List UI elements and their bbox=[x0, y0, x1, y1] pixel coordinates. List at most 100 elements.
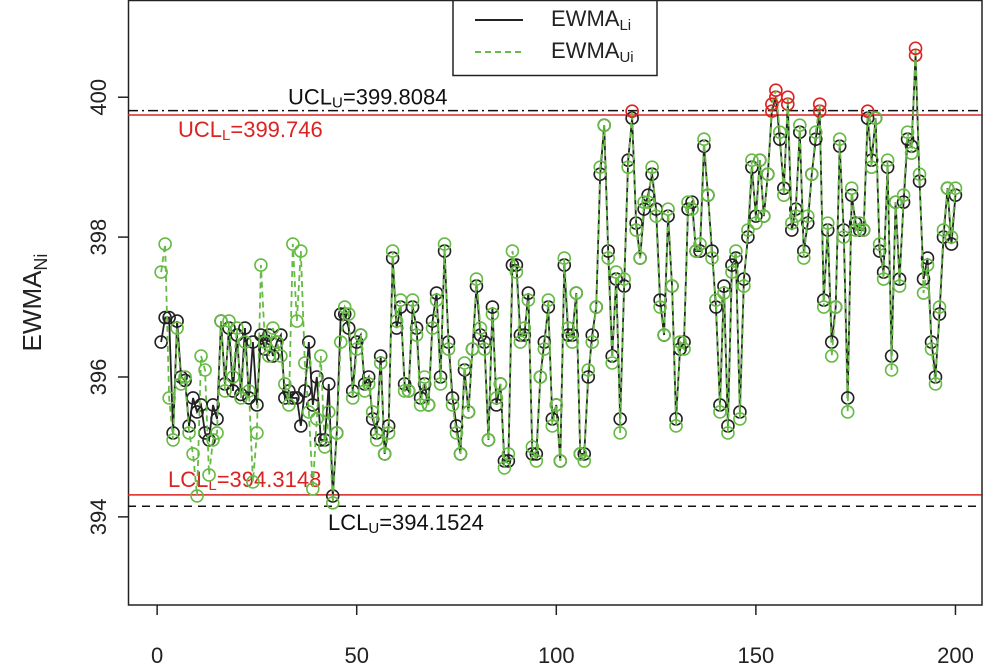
point bbox=[417, 370, 432, 384]
point bbox=[242, 384, 256, 398]
point bbox=[717, 279, 731, 293]
point bbox=[892, 279, 907, 293]
point bbox=[505, 244, 520, 258]
point bbox=[781, 90, 795, 105]
point bbox=[218, 384, 232, 398]
point bbox=[585, 328, 600, 342]
control-sub: U bbox=[332, 95, 343, 112]
point bbox=[250, 398, 264, 412]
point bbox=[916, 286, 931, 300]
point bbox=[649, 209, 663, 223]
legend-sub: Ui bbox=[619, 49, 633, 66]
point bbox=[840, 405, 855, 419]
point bbox=[381, 426, 396, 440]
y-label-main: EWMA bbox=[17, 270, 47, 352]
point bbox=[453, 447, 468, 461]
point bbox=[449, 426, 464, 440]
point bbox=[461, 405, 476, 419]
point bbox=[178, 373, 192, 388]
legend-label: EWMAUi bbox=[551, 38, 634, 66]
point bbox=[373, 356, 388, 370]
point bbox=[637, 195, 651, 209]
point bbox=[202, 433, 216, 447]
point bbox=[170, 314, 184, 328]
point bbox=[525, 440, 540, 454]
point bbox=[162, 310, 176, 325]
point bbox=[725, 258, 739, 272]
point bbox=[306, 398, 320, 412]
point bbox=[665, 279, 679, 293]
point bbox=[517, 328, 532, 342]
point bbox=[581, 370, 596, 384]
point bbox=[948, 181, 963, 195]
point bbox=[944, 237, 959, 251]
point bbox=[441, 342, 456, 356]
point bbox=[413, 398, 428, 412]
point bbox=[685, 195, 699, 209]
point bbox=[298, 356, 312, 370]
control-label: LCLL=394.3148 bbox=[168, 467, 321, 494]
point bbox=[757, 209, 771, 223]
point bbox=[669, 419, 683, 433]
point bbox=[832, 132, 847, 146]
point bbox=[565, 335, 580, 349]
point bbox=[405, 293, 420, 307]
point bbox=[617, 272, 631, 286]
point bbox=[673, 335, 687, 349]
point bbox=[238, 335, 252, 349]
point bbox=[266, 349, 280, 363]
point bbox=[860, 104, 875, 119]
point bbox=[353, 328, 368, 342]
point bbox=[773, 125, 787, 139]
point bbox=[282, 398, 296, 412]
control-label: UCLU=399.8084 bbox=[288, 84, 447, 111]
y-label-sub: Ni bbox=[31, 254, 51, 271]
point bbox=[501, 454, 516, 468]
point bbox=[812, 97, 827, 112]
point bbox=[226, 370, 240, 384]
y-tick-label: 400 bbox=[86, 79, 111, 116]
point bbox=[457, 356, 472, 370]
point bbox=[884, 363, 899, 377]
point bbox=[250, 426, 264, 440]
point bbox=[537, 342, 552, 356]
point bbox=[290, 391, 304, 405]
point bbox=[333, 335, 348, 349]
legend-name: EWMA bbox=[551, 38, 620, 63]
point bbox=[198, 363, 212, 377]
point bbox=[286, 237, 300, 251]
point bbox=[521, 293, 536, 307]
control-label: LCLU=394.1524 bbox=[328, 510, 484, 537]
point bbox=[589, 300, 604, 314]
y-tick-label: 394 bbox=[86, 499, 111, 536]
control-value: =399.746 bbox=[230, 117, 322, 142]
point bbox=[577, 454, 592, 468]
point bbox=[912, 167, 927, 181]
point bbox=[389, 314, 404, 328]
point bbox=[549, 398, 564, 412]
point bbox=[425, 314, 440, 328]
point bbox=[274, 349, 288, 363]
point bbox=[469, 272, 484, 286]
control-name: LCL bbox=[168, 467, 208, 492]
point bbox=[561, 328, 576, 342]
point bbox=[777, 188, 791, 202]
point bbox=[693, 237, 707, 251]
point bbox=[569, 286, 584, 300]
point bbox=[337, 300, 352, 314]
point bbox=[341, 307, 356, 321]
point bbox=[365, 405, 380, 419]
point bbox=[321, 405, 336, 419]
point bbox=[489, 391, 504, 405]
point bbox=[605, 356, 619, 370]
point bbox=[573, 447, 588, 461]
point bbox=[557, 251, 572, 265]
point bbox=[154, 265, 168, 279]
point bbox=[329, 426, 344, 440]
point bbox=[729, 244, 743, 258]
point bbox=[597, 118, 611, 132]
point bbox=[333, 307, 348, 321]
point bbox=[254, 328, 268, 342]
point bbox=[178, 370, 192, 384]
